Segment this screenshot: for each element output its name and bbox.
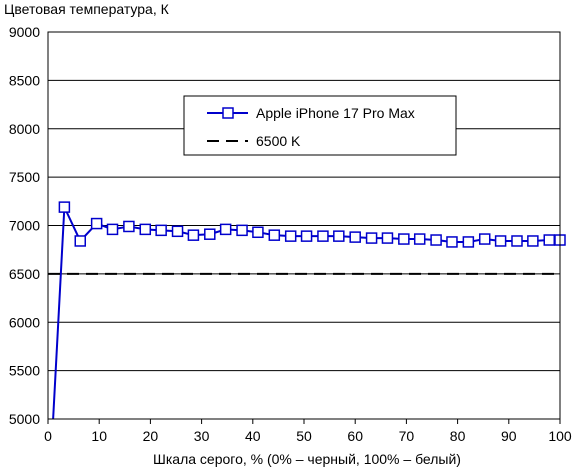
x-tick-label-1: 10 xyxy=(91,428,107,444)
legend: Apple iPhone 17 Pro Max 6500 K xyxy=(183,95,457,156)
data-point-1-9 xyxy=(187,229,200,241)
x-tick-label-0: 0 xyxy=(44,428,52,444)
data-point-1-4 xyxy=(106,223,119,236)
data-point-1-29 xyxy=(511,235,523,247)
y-tick-label-0: 5000 xyxy=(9,411,40,427)
y-tick-label-3: 6500 xyxy=(9,266,40,282)
x-tick-label-8: 80 xyxy=(450,428,466,444)
legend-label-series-2: 6500 K xyxy=(256,133,301,149)
y-tick-label-8: 9000 xyxy=(9,24,40,40)
y-tick-label-1: 5500 xyxy=(9,363,40,379)
data-point-1-25 xyxy=(446,236,458,248)
x-tick-labels: 0 10 20 30 40 50 60 70 80 90 100 xyxy=(44,419,572,444)
data-point-1-27 xyxy=(478,233,491,245)
data-point-1-20 xyxy=(365,232,378,244)
data-point-1-1 xyxy=(58,201,71,213)
data-point-1-14 xyxy=(268,229,281,241)
data-point-1-7 xyxy=(155,224,167,237)
data-point-1-16 xyxy=(300,230,313,242)
y-tick-label-5: 7500 xyxy=(9,169,40,185)
data-point-1-30 xyxy=(527,235,539,247)
legend-label-series-1: Apple iPhone 17 Pro Max xyxy=(256,105,415,121)
data-point-1-28 xyxy=(494,235,507,247)
x-tick-label-5: 50 xyxy=(296,428,312,444)
data-point-1-18 xyxy=(333,230,345,242)
data-point-1-11 xyxy=(219,223,232,236)
data-point-1-15 xyxy=(284,230,297,242)
x-tick-label-9: 90 xyxy=(501,428,517,444)
data-point-1-26 xyxy=(462,236,475,248)
y-axis-title: Цветовая температура, К xyxy=(4,1,170,17)
y-tick-labels: 5000 5500 6000 6500 7000 7500 8000 8500 9000 xyxy=(9,24,40,427)
data-point-1-17 xyxy=(317,230,329,242)
y-tick-label-6: 8000 xyxy=(9,121,40,137)
series-layer xyxy=(48,201,566,420)
data-point-1-3 xyxy=(90,217,103,230)
legend-box xyxy=(183,95,457,156)
legend-marker-series-1 xyxy=(222,107,234,119)
x-tick-label-4: 40 xyxy=(245,428,261,444)
data-point-1-23 xyxy=(413,233,426,245)
x-tick-label-6: 60 xyxy=(347,428,363,444)
x-tick-label-3: 30 xyxy=(194,428,210,444)
x-tick-label-7: 70 xyxy=(399,428,415,444)
y-tick-label-4: 7000 xyxy=(9,218,40,234)
data-point-1-31 xyxy=(543,234,555,246)
data-point-1-8 xyxy=(171,225,184,238)
data-point-1-10 xyxy=(204,228,216,240)
data-point-1-22 xyxy=(398,233,410,245)
data-point-1-5 xyxy=(123,220,135,233)
data-point-1-24 xyxy=(430,234,442,246)
y-tick-label-7: 8500 xyxy=(9,72,40,88)
x-axis-title: Шкала серого, % (0% – черный, 100% – бел… xyxy=(153,451,461,467)
data-point-1-19 xyxy=(349,231,361,243)
x-tick-label-10: 100 xyxy=(548,428,572,444)
data-point-1-6 xyxy=(139,223,152,236)
y-tick-label-2: 6000 xyxy=(9,314,40,330)
data-point-1-2 xyxy=(74,235,87,247)
data-point-1-12 xyxy=(236,224,248,237)
data-point-1-21 xyxy=(381,232,394,244)
data-point-1-13 xyxy=(252,226,264,239)
x-tick-label-2: 20 xyxy=(143,428,159,444)
